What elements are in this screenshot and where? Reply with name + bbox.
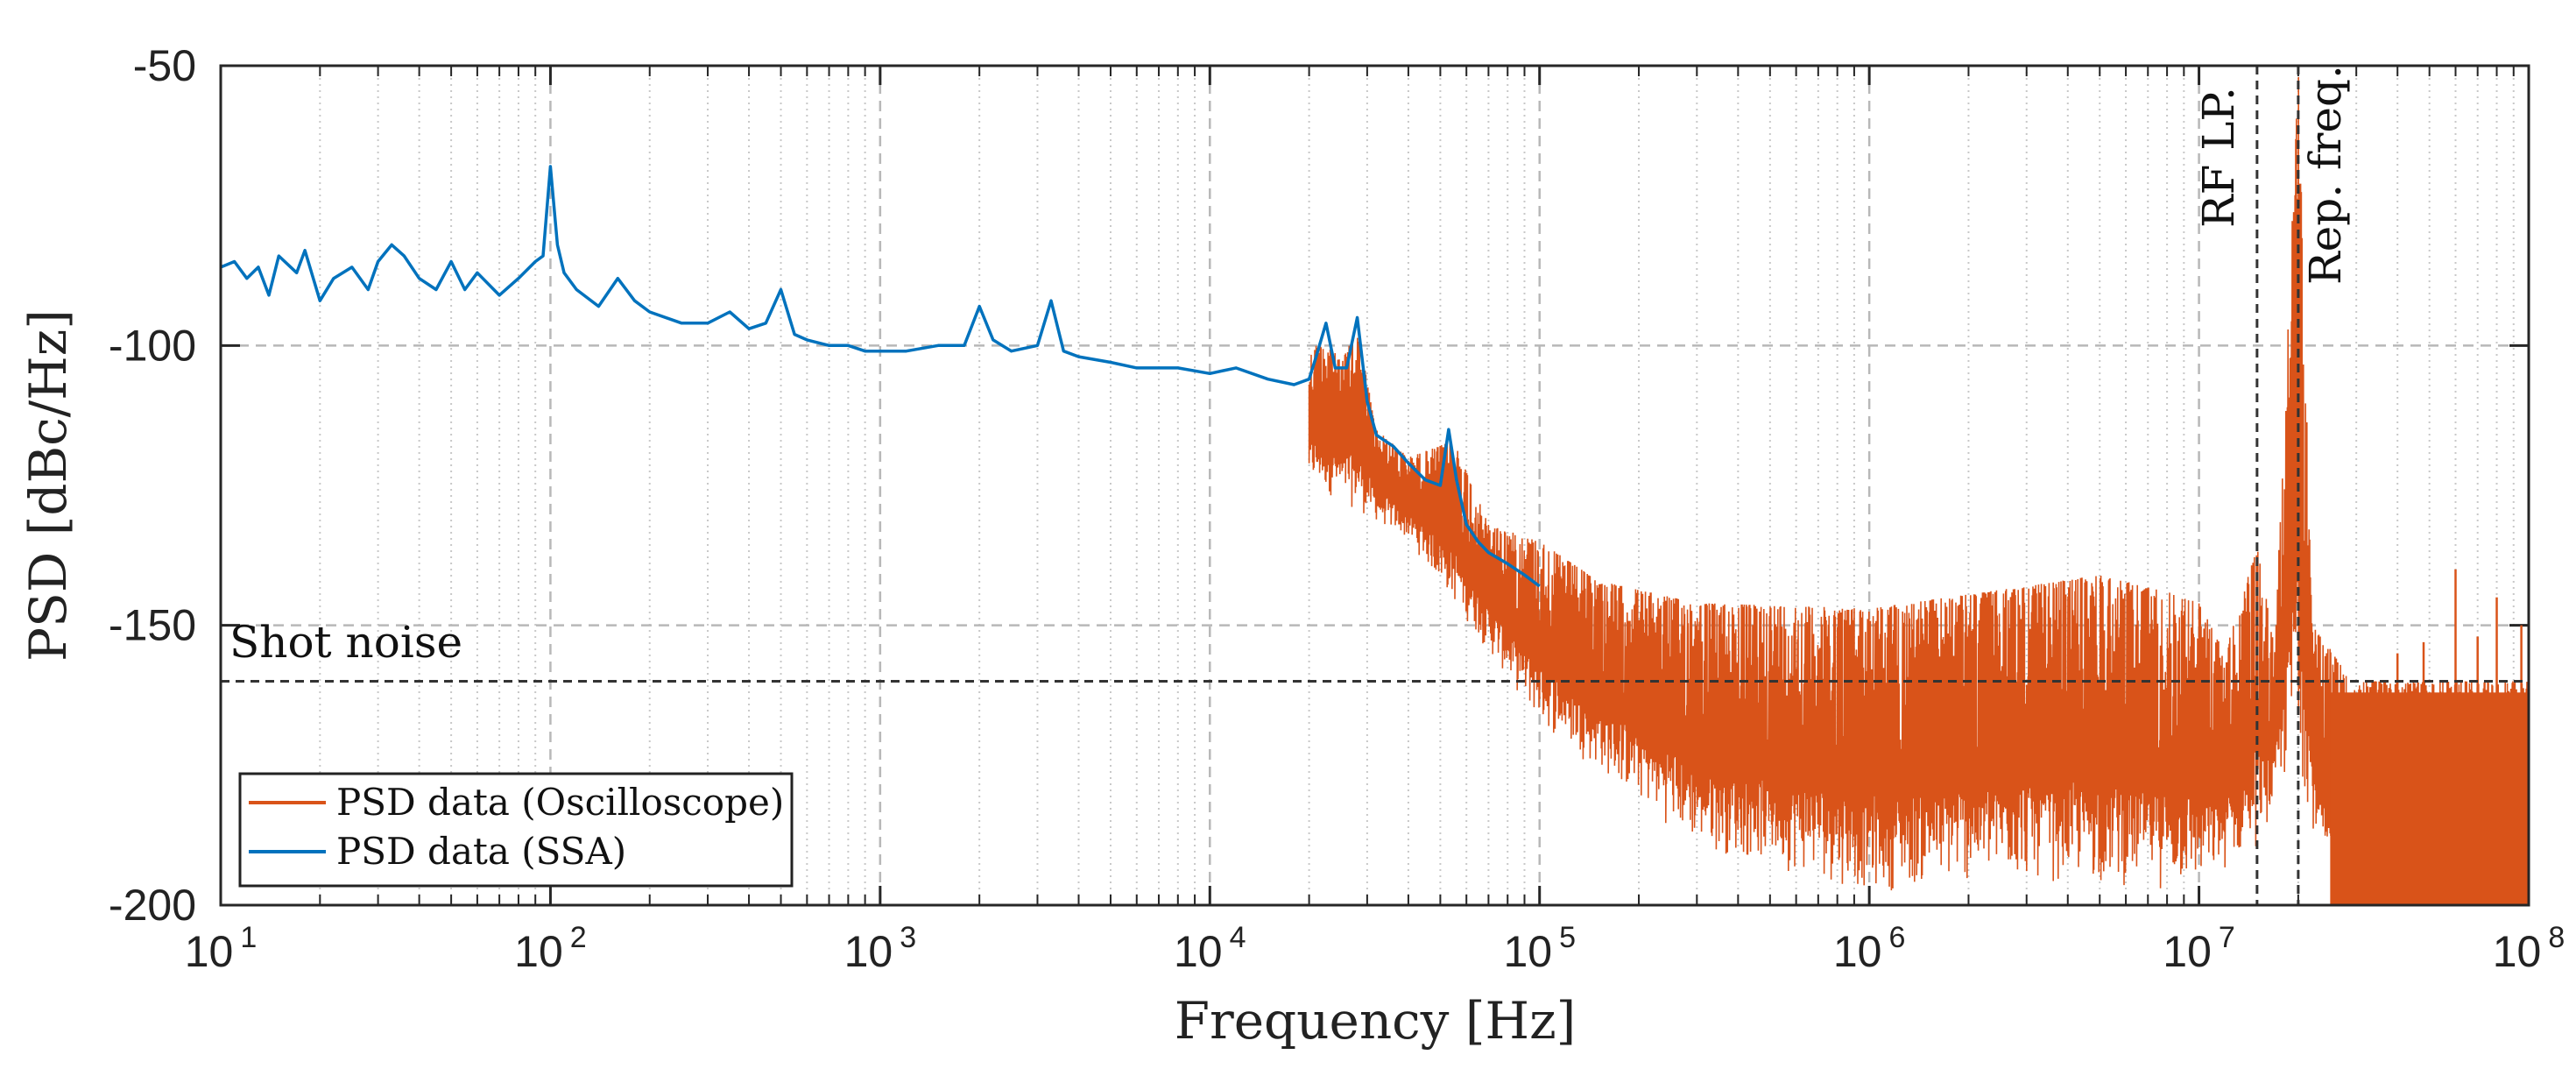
- series-ssa-line: [221, 165, 1541, 588]
- legend-label-oscilloscope: PSD data (Oscilloscope): [336, 781, 784, 824]
- x-tick-label: 10 3: [844, 921, 917, 976]
- x-tick-label: 10 5: [1503, 921, 1576, 976]
- data-area: [221, 76, 2529, 905]
- oscilloscope-dense-band: [2330, 692, 2529, 905]
- x-tick-label: 10 8: [2493, 921, 2565, 976]
- x-tick-label: 10 6: [1833, 921, 1906, 976]
- plot-frame: [219, 64, 2530, 907]
- x-axis-title: Frequency [Hz]: [1175, 991, 1577, 1051]
- y-tick-label: -200: [109, 881, 196, 930]
- rf-lp-label: RF LP.: [2193, 87, 2244, 228]
- shot-noise-label: Shot noise: [229, 617, 462, 668]
- tick-labels: 10 1 10 2 10 3 10 4 10 5 10 6 10 7 10 8 -50 -100 -150 -200: [109, 41, 2565, 976]
- y-tick-label: -150: [109, 601, 196, 650]
- x-tick-label: 10 4: [1174, 921, 1246, 976]
- rep-freq-label: Rep. freq.: [2300, 65, 2351, 285]
- x-tick-label: 10 7: [2163, 921, 2235, 976]
- y-tick-label: -50: [133, 41, 196, 90]
- legend-box: [238, 772, 794, 888]
- legend: PSD data (Oscilloscope) PSD data (SSA): [238, 772, 794, 888]
- y-tick-label: -100: [109, 321, 196, 370]
- y-axis-title: PSD [dBc/Hz]: [18, 309, 78, 662]
- x-tick-label: 10 2: [514, 921, 587, 976]
- legend-label-ssa: PSD data (SSA): [336, 830, 626, 873]
- reference-lines: [221, 66, 2529, 905]
- x-tick-label: 10 1: [185, 921, 258, 976]
